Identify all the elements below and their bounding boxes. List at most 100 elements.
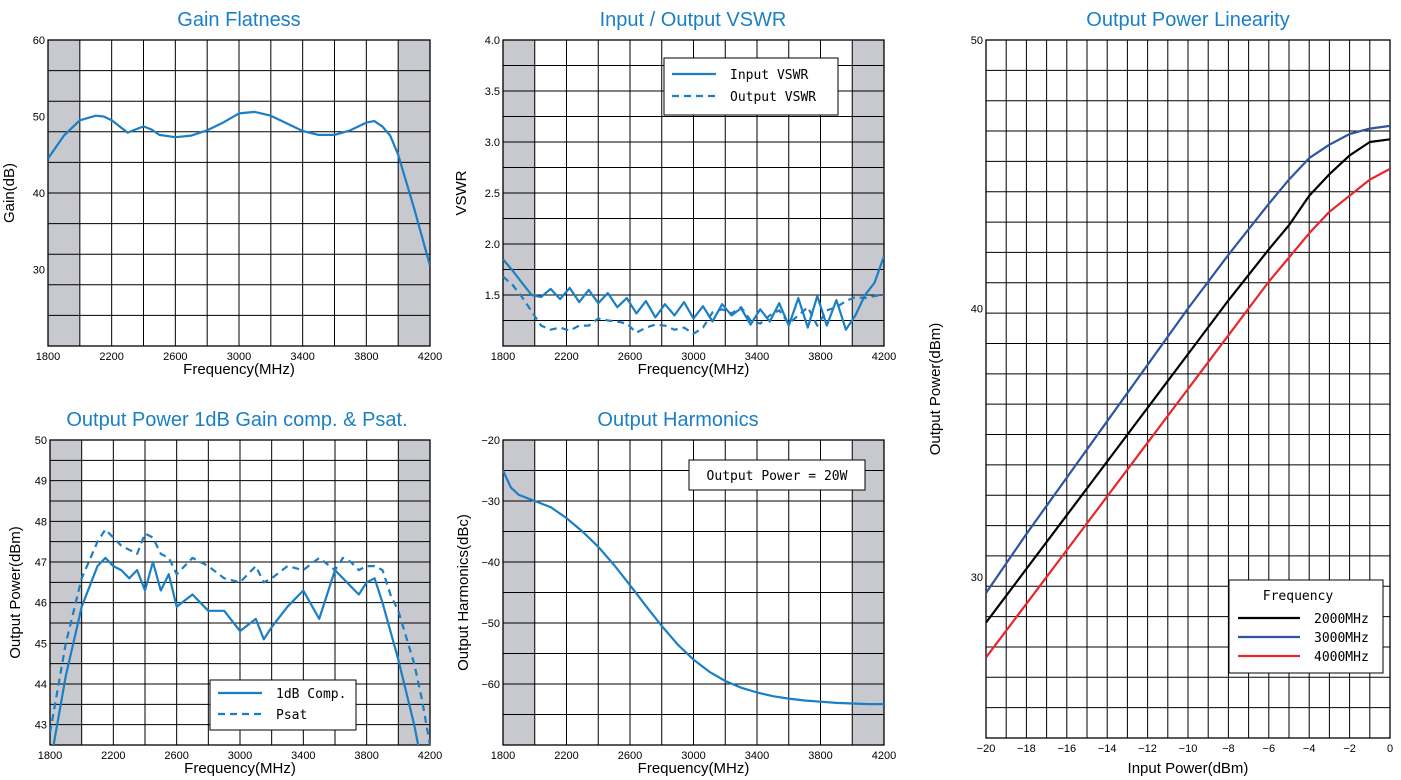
- chart-vswr: Input / Output VSWR 1800 2200 2600 3000 3400 3…: [453, 9, 896, 378]
- x-tick-label: 3800: [808, 351, 832, 363]
- series-line-input-vswr: [503, 255, 884, 331]
- x-tick-label: 0: [1387, 743, 1393, 755]
- series-line-psat: [50, 528, 430, 745]
- series-line-2000mhz: [986, 138, 1390, 624]
- x-tick-label: 3400: [745, 351, 769, 363]
- y-tick-label: 47: [35, 557, 47, 569]
- legend: 1dB Comp. Psat: [209, 679, 357, 731]
- y-tick-label: 3.0: [485, 137, 500, 149]
- legend-label: Output VSWR: [730, 90, 816, 105]
- y-tick-label: 40: [971, 303, 983, 315]
- y-tick-label: 50: [971, 35, 983, 47]
- x-tick-label: −2: [1343, 743, 1356, 755]
- x-tick-label: 1800: [36, 351, 60, 363]
- y-tick-label: 45: [35, 638, 47, 650]
- x-tick-label: 2200: [554, 750, 578, 762]
- y-tick-label: 4.0: [485, 35, 500, 47]
- x-tick-label: 1800: [491, 750, 515, 762]
- legend-box: [663, 57, 839, 116]
- y-axis-label: Output Harmonics(dBc): [455, 514, 472, 671]
- plot-frame: [502, 39, 885, 347]
- x-tick-label: 4200: [872, 750, 896, 762]
- x-tick-label: 3000: [227, 351, 251, 363]
- y-tick-label: 46: [35, 598, 47, 610]
- legend-box: [1228, 579, 1384, 674]
- legend-box: [209, 679, 357, 731]
- x-tick-label: −8: [1222, 743, 1235, 755]
- y-tick-label: 1.5: [485, 290, 500, 302]
- x-tick-label: −12: [1138, 743, 1157, 755]
- chart-title: Output Harmonics: [597, 409, 758, 431]
- y-tick-label: 43: [35, 720, 47, 732]
- y-tick-label: 49: [35, 476, 47, 488]
- legend-label: Psat: [276, 708, 307, 723]
- shaded-band: [398, 440, 430, 745]
- y-tick-label: 44: [35, 679, 47, 691]
- x-tick-label: 3800: [354, 750, 378, 762]
- x-tick-label: 3000: [681, 351, 705, 363]
- x-tick-label: −6: [1263, 743, 1276, 755]
- x-tick-label: 4200: [418, 351, 442, 363]
- annotation: Output Power = 20W: [688, 459, 866, 491]
- y-tick-label: −20: [481, 435, 500, 447]
- x-tick-label: 3000: [681, 750, 705, 762]
- x-tick-label: −16: [1057, 743, 1076, 755]
- y-tick-label: 30: [971, 572, 983, 584]
- x-tick-label: 2200: [101, 750, 125, 762]
- x-axis-label: Input Power(dBm): [1128, 760, 1249, 777]
- y-tick-label: −60: [481, 679, 500, 691]
- legend-label: Input VSWR: [730, 68, 808, 83]
- chart-linearity: Output Power Linearity−20 −18 −16 −14 −12 −10…: [927, 9, 1393, 777]
- series-line-1db-comp-: [52, 556, 420, 745]
- y-tick-label: −30: [481, 496, 500, 508]
- x-tick-label: 3400: [291, 750, 315, 762]
- chart-p1db: Output Power 1dB Gain comp. & Psat. 1800 2…: [7, 409, 442, 777]
- y-tick-label: 40: [33, 188, 45, 200]
- shaded-band: [50, 440, 82, 745]
- chart-harm: Output Harmonics 1800 2200 2600 3000 3400 3800…: [455, 409, 896, 777]
- plot-frame: [49, 439, 431, 746]
- chart-title: Output Power 1dB Gain comp. & Psat.: [66, 409, 407, 431]
- x-tick-label: 4200: [418, 750, 442, 762]
- chart-title: Output Power Linearity: [1086, 9, 1289, 31]
- x-tick-label: −14: [1098, 743, 1117, 755]
- x-tick-label: 3800: [808, 750, 832, 762]
- x-tick-label: 2600: [618, 750, 642, 762]
- x-axis-label: Frequency(MHz): [183, 361, 295, 378]
- annotation-box: [688, 459, 866, 491]
- legend-label: 2000MHz: [1314, 612, 1369, 627]
- chart-title: Gain Flatness: [177, 9, 300, 31]
- x-tick-label: −4: [1303, 743, 1316, 755]
- legend-label: 1dB Comp.: [276, 687, 346, 702]
- y-tick-label: 60: [33, 35, 45, 47]
- legend-label: 4000MHz: [1314, 650, 1369, 665]
- y-axis-label: VSWR: [453, 170, 470, 215]
- x-tick-label: 4200: [872, 351, 896, 363]
- x-tick-label: 2600: [164, 750, 188, 762]
- y-axis-label: Output Power(dBm): [927, 323, 944, 456]
- x-tick-label: 2200: [99, 351, 123, 363]
- x-tick-label: 3400: [290, 351, 314, 363]
- y-tick-label: 2.5: [485, 188, 500, 200]
- x-tick-label: 1800: [491, 351, 515, 363]
- x-tick-label: −20: [977, 743, 996, 755]
- x-axis-label: Frequency(MHz): [638, 361, 750, 378]
- legend: Input VSWR Output VSWR: [663, 57, 839, 116]
- annotation-text: Output Power = 20W: [707, 469, 848, 484]
- series-line-curve: [503, 470, 884, 706]
- y-tick-label: 50: [35, 435, 47, 447]
- series-line-4000mhz: [986, 167, 1390, 659]
- x-tick-label: 3800: [354, 351, 378, 363]
- y-axis-label: Output Power(dBm): [7, 526, 24, 659]
- y-tick-label: 30: [33, 265, 45, 277]
- y-tick-label: 50: [33, 112, 45, 124]
- plot-frame: [47, 39, 431, 347]
- plot-frame: [502, 439, 885, 746]
- chart-gain: Gain Flatness 1800 2200 2600 3000 3400 3800 420…: [1, 9, 442, 378]
- x-axis-label: Frequency(MHz): [184, 760, 296, 777]
- x-tick-label: 3400: [745, 750, 769, 762]
- y-tick-label: 48: [35, 516, 47, 528]
- x-tick-label: 2600: [163, 351, 187, 363]
- x-tick-label: −18: [1017, 743, 1036, 755]
